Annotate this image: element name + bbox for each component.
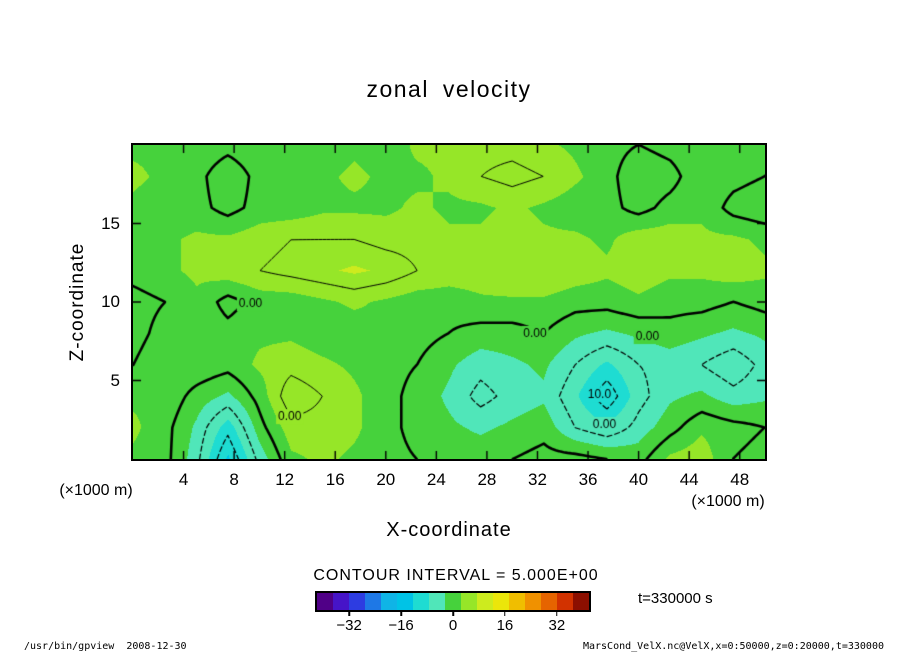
colorbar-tick — [452, 611, 454, 616]
colorbar-tick — [504, 611, 506, 616]
colorbar-cell — [381, 593, 397, 610]
colorbar-cell — [525, 593, 541, 610]
colorbar-cell — [333, 593, 349, 610]
colorbar-cell — [509, 593, 525, 610]
plot-canvas — [133, 145, 765, 459]
contour-interval-label: CONTOUR INTERVAL = 5.000E+00 — [313, 567, 599, 584]
colorbar-ticks: −32 −16 0 16 32 — [315, 611, 591, 639]
colorbar-tick-label: −16 — [388, 617, 414, 634]
x-axis-label: X-coordinate — [386, 519, 512, 541]
x-tick-label: 24 — [426, 470, 446, 489]
y-tick-label: 5 — [110, 370, 120, 390]
colorbar-cell — [557, 593, 573, 610]
x-tick-label: 36 — [578, 470, 598, 489]
colorbar-cell — [493, 593, 509, 610]
x-tick-label: 40 — [629, 470, 649, 489]
colorbar-cell — [461, 593, 477, 610]
x-axis-unit-left: (×1000 m) — [59, 482, 133, 499]
x-tick-label: 32 — [528, 470, 547, 489]
colorbar-cell — [429, 593, 445, 610]
plot-title: zonal velocity — [366, 76, 532, 102]
colorbar-cell — [317, 593, 333, 610]
x-tick-label: 44 — [679, 470, 699, 489]
plot-frame — [131, 143, 767, 461]
colorbar-cell — [397, 593, 413, 610]
x-tick-label: 12 — [275, 470, 295, 489]
colorbar — [315, 591, 591, 612]
colorbar-cell — [573, 593, 589, 610]
colorbar-cell — [541, 593, 557, 610]
colorbar-cell — [477, 593, 493, 610]
x-tick-label: 48 — [730, 470, 750, 489]
colorbar-cell — [445, 593, 461, 610]
x-tick-label: 28 — [477, 470, 497, 489]
colorbar-cell — [365, 593, 381, 610]
colorbar-cell — [413, 593, 429, 610]
x-tick-label: 8 — [229, 470, 239, 489]
x-tick-label: 16 — [325, 470, 345, 489]
colorbar-tick-label: 16 — [496, 617, 514, 634]
footer-command: /usr/bin/gpview 2008-12-30 — [24, 641, 187, 652]
y-tick-label: 15 — [101, 213, 120, 233]
colorbar-tick — [556, 611, 558, 616]
time-label: t=330000 s — [638, 590, 713, 607]
x-axis-unit-right: (×1000 m) — [691, 493, 765, 510]
colorbar-tick-label: −32 — [336, 617, 362, 634]
x-tick-label: 20 — [376, 470, 396, 489]
y-tick-label: 10 — [101, 292, 120, 311]
colorbar-tick — [348, 611, 350, 616]
x-tick-label: 4 — [178, 470, 189, 489]
colorbar-tick-label: 0 — [448, 617, 458, 634]
colorbar-tick — [400, 611, 402, 616]
colorbar-tick-label: 32 — [548, 617, 566, 634]
colorbar-cell — [349, 593, 365, 610]
footer-dataset: MarsCond_VelX.nc@VelX,x=0:50000,z=0:2000… — [582, 641, 884, 652]
